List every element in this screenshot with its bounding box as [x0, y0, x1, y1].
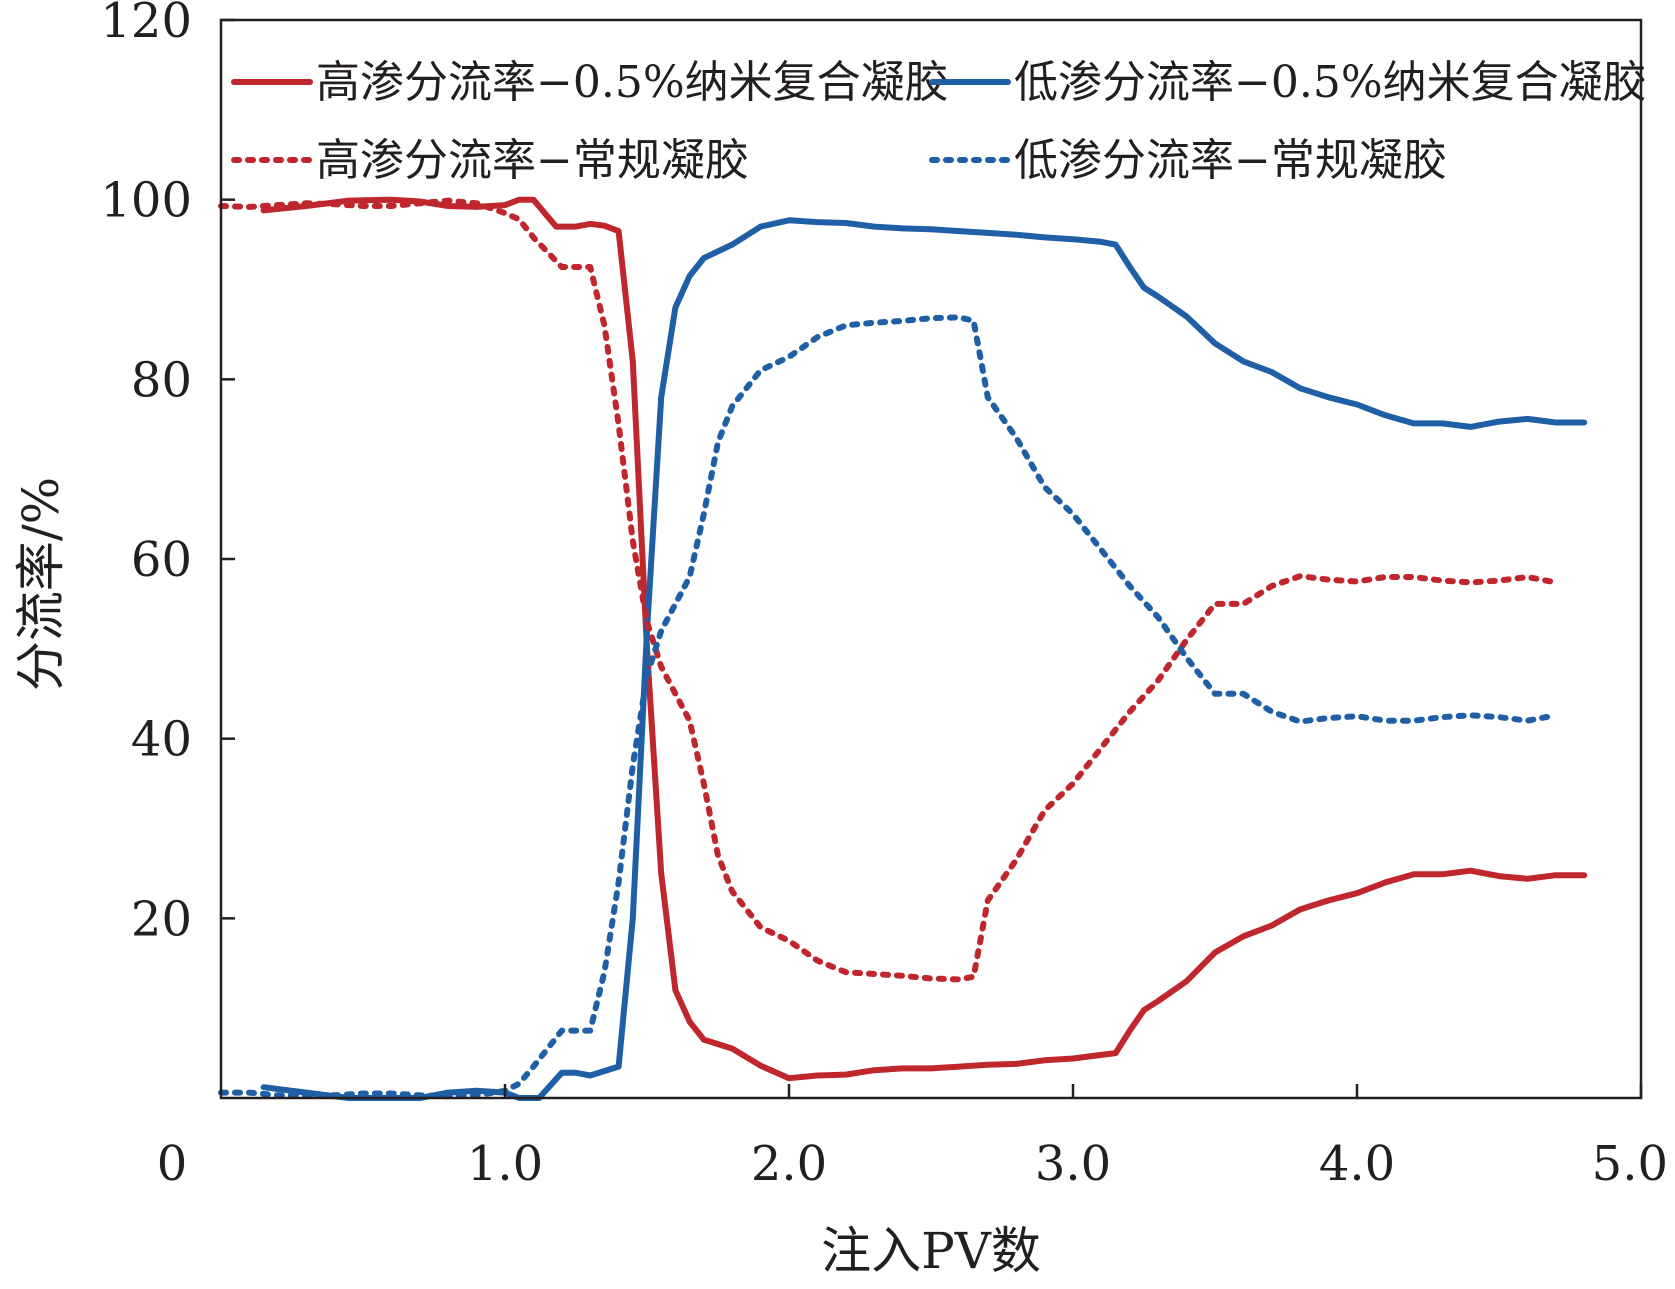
y-tick-label: 40	[131, 712, 192, 768]
legend-label: 高渗分流率−0.5%纳米复合凝胶	[316, 57, 949, 108]
y-tick-label: 60	[131, 532, 192, 588]
x-tick-label: 5.0	[1592, 1136, 1668, 1192]
y-tick-label: 100	[100, 173, 192, 229]
axis-ticks	[221, 18, 1643, 1098]
x-tick-label: 4.0	[1319, 1136, 1395, 1192]
x-tick-label: 0	[157, 1136, 188, 1192]
legend-label: 低渗分流率−常规凝胶	[1014, 135, 1447, 186]
x-tick-label: 1.0	[467, 1136, 543, 1192]
y-tick-label: 120	[100, 0, 192, 49]
tick-labels: 0 1.0 2.0 3.0 4.0 5.0 20 40 60 80 100 120	[100, 0, 1668, 1192]
series-line-1	[260, 196, 1588, 1082]
legend: 高渗分流率−0.5%纳米复合凝胶 低渗分流率−0.5%纳米复合凝胶高渗分流率−常规…	[231, 57, 1647, 186]
y-axis-title: 分流率/%	[12, 477, 70, 691]
y-tick-label: 80	[131, 352, 192, 408]
plot-lines	[218, 196, 1588, 1101]
legend-label: 低渗分流率−0.5%纳米复合凝胶	[1014, 57, 1647, 108]
y-tick-label: 20	[131, 891, 192, 947]
x-tick-label: 3.0	[1035, 1136, 1111, 1192]
series-line-2	[260, 217, 1588, 1101]
x-axis-title: 注入PV数	[821, 1222, 1041, 1280]
series-line-3	[218, 197, 1559, 983]
legend-label: 高渗分流率−常规凝胶	[316, 135, 749, 186]
x-tick-label: 2.0	[751, 1136, 827, 1192]
series-line-4	[218, 314, 1559, 1100]
